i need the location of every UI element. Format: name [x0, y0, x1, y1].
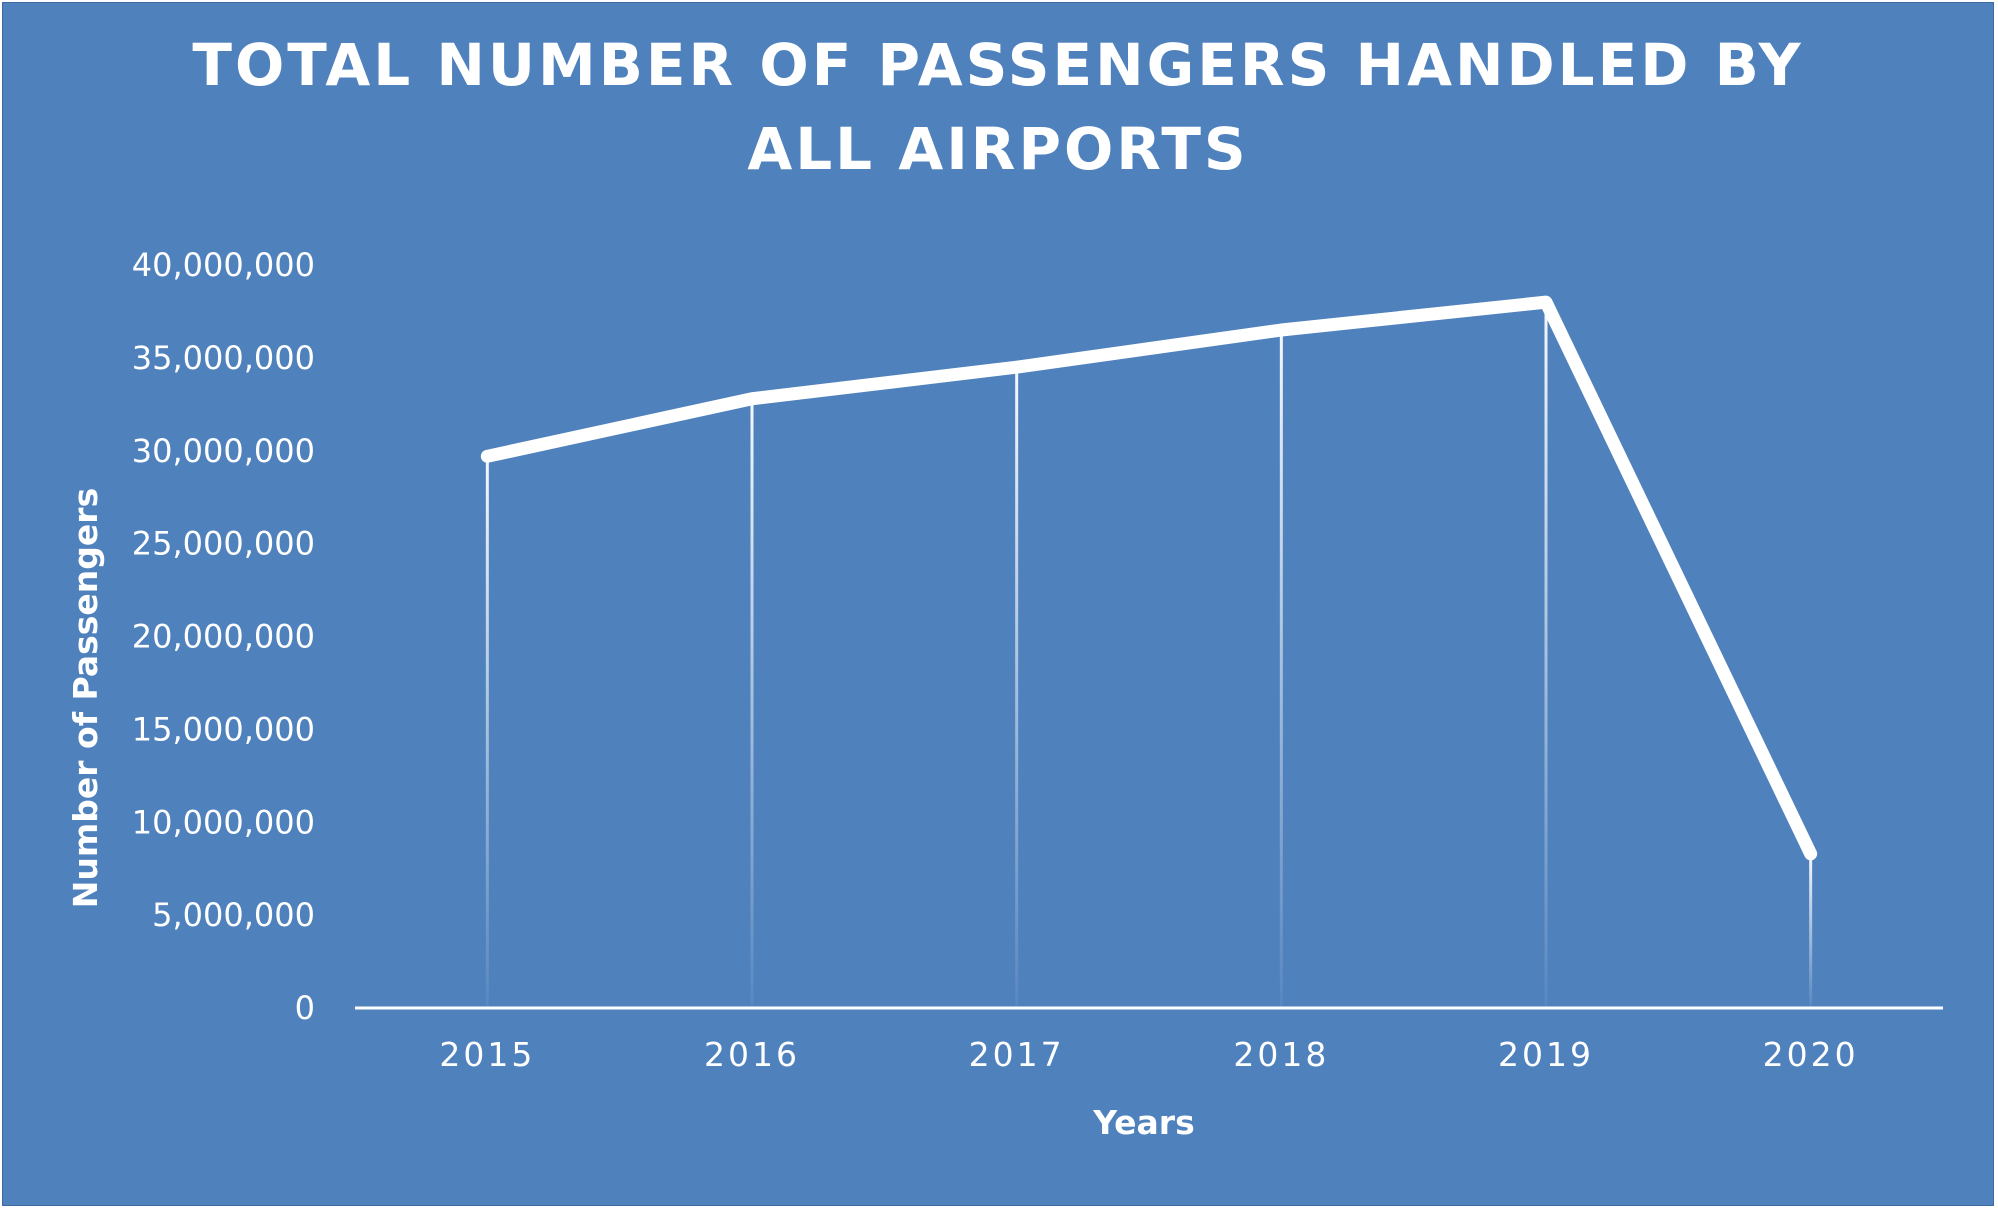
- data-points: [481, 296, 1817, 860]
- drop-line: [750, 398, 754, 1008]
- y-tick-label: 0: [295, 989, 315, 1027]
- x-tick-label: 2019: [1498, 1035, 1594, 1074]
- drop-line: [1544, 302, 1548, 1008]
- drop-line: [1809, 853, 1813, 1008]
- y-tick-label: 5,000,000: [152, 896, 315, 934]
- chart-title-line-2: ALL AIRPORTS: [747, 115, 1248, 183]
- y-tick-label: 25,000,000: [132, 525, 315, 563]
- data-point: [1010, 361, 1023, 374]
- data-point: [1275, 324, 1288, 337]
- y-axis-title: Number of Passengers: [66, 488, 105, 908]
- x-axis-title: Years: [1092, 1103, 1194, 1142]
- x-tick-label: 2020: [1763, 1035, 1859, 1074]
- x-tick-label: 2016: [704, 1035, 800, 1074]
- data-point: [1540, 296, 1552, 309]
- y-axis-ticks: 0 5,000,000 10,000,000 15,000,000 20,000,000…: [132, 246, 315, 1027]
- y-tick-label: 10,000,000: [132, 803, 315, 841]
- y-tick-label: 15,000,000: [132, 710, 315, 748]
- x-tick-label: 2015: [439, 1035, 535, 1074]
- data-point: [1804, 847, 1817, 860]
- y-tick-label: 40,000,000: [132, 246, 315, 284]
- y-tick-label: 35,000,000: [132, 339, 315, 377]
- drop-line: [1015, 367, 1019, 1009]
- x-axis-ticks: 2015 2016 2017 2018 2019 2020: [439, 1035, 1859, 1074]
- y-tick-label: 20,000,000: [132, 618, 315, 656]
- chart-title-line-1: TOTAL NUMBER OF PASSENGERS HANDLED BY: [192, 31, 1803, 99]
- line-chart: TOTAL NUMBER OF PASSENGERS HANDLED BY AL…: [66, 31, 1943, 1142]
- drop-line: [485, 456, 489, 1008]
- x-tick-label: 2018: [1233, 1035, 1329, 1074]
- data-point: [746, 392, 758, 405]
- y-tick-label: 30,000,000: [132, 432, 315, 470]
- drop-lines: [485, 302, 1813, 1009]
- drop-line: [1279, 330, 1283, 1008]
- data-point: [481, 450, 494, 463]
- series-line: [480, 295, 1818, 861]
- x-tick-label: 2017: [969, 1035, 1065, 1074]
